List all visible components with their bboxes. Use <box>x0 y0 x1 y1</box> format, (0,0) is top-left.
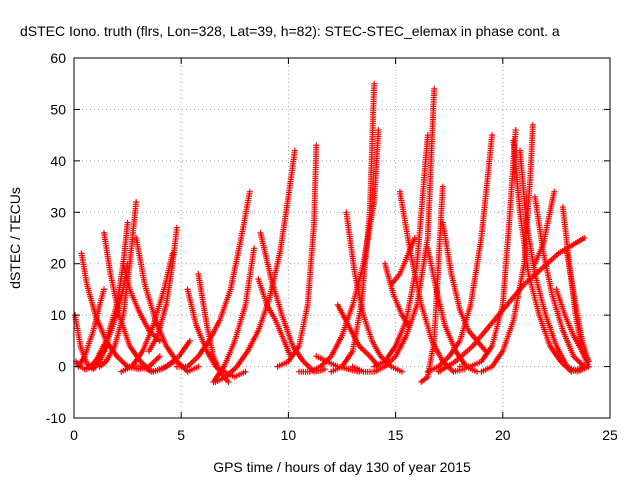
series <box>296 127 382 375</box>
series <box>456 127 519 370</box>
series <box>371 132 431 370</box>
series <box>532 188 558 267</box>
series <box>559 204 592 370</box>
series-marker-path <box>478 121 536 375</box>
y-tick-label: 30 <box>50 204 66 220</box>
series-marker-path <box>532 193 588 370</box>
series <box>381 260 412 329</box>
x-tick-label: 5 <box>177 427 185 443</box>
series-marker-path <box>126 337 193 375</box>
y-tick-label: 50 <box>50 101 66 117</box>
series <box>510 137 588 375</box>
series-marker-path <box>553 286 592 365</box>
series <box>564 250 592 365</box>
series-marker-path <box>274 142 320 370</box>
y-tick-label: -10 <box>46 410 66 426</box>
data-marks <box>72 80 592 385</box>
x-tick-label: 15 <box>388 427 404 443</box>
series <box>478 121 536 375</box>
series-marker-path <box>212 147 298 385</box>
series-marker-path <box>120 260 163 344</box>
series-marker-path <box>296 127 382 375</box>
series <box>517 147 592 375</box>
series <box>349 85 438 375</box>
series-marker-path <box>564 250 592 365</box>
series-marker-path <box>424 132 496 375</box>
x-tick-label: 10 <box>281 427 297 443</box>
series-marker-path <box>559 204 592 370</box>
series-marker-path <box>381 260 412 329</box>
series <box>532 193 588 370</box>
series <box>424 132 496 375</box>
series-marker-path <box>532 188 558 267</box>
series <box>83 219 131 373</box>
series <box>553 286 592 365</box>
x-tick-label: 25 <box>602 427 618 443</box>
y-tick-label: 0 <box>58 359 66 375</box>
series <box>274 142 320 370</box>
x-axis-label: GPS time / hours of day 130 of year 2015 <box>213 459 471 475</box>
series-marker-path <box>371 132 431 370</box>
x-tick-label: 0 <box>70 427 78 443</box>
series <box>334 301 382 370</box>
series-marker-path <box>388 235 418 288</box>
plot-frame <box>73 57 611 419</box>
series <box>255 276 294 360</box>
y-tick-label: 20 <box>50 256 66 272</box>
y-axis-label: dSTEC / TECUs <box>7 187 23 289</box>
y-tick-label: 60 <box>50 50 66 66</box>
series-marker-path <box>334 301 382 370</box>
series-marker-path <box>210 245 258 385</box>
series-marker-path <box>257 229 328 375</box>
chart-title: dSTEC Iono. truth (flrs, Lon=328, Lat=39… <box>20 23 560 39</box>
series <box>210 245 258 385</box>
series <box>120 260 163 344</box>
y-tick-label: 10 <box>50 307 66 323</box>
series-marker-path <box>83 219 131 373</box>
series <box>328 80 378 375</box>
series-marker-path <box>418 183 446 385</box>
series <box>173 188 253 370</box>
series <box>388 235 418 288</box>
series <box>126 337 193 375</box>
series-marker-path <box>328 80 378 375</box>
series-marker-path <box>517 147 592 375</box>
y-tick-label: 40 <box>50 153 66 169</box>
series-marker-path <box>456 127 519 370</box>
series-marker-path <box>173 188 253 370</box>
series <box>257 229 328 375</box>
series-marker-path <box>255 276 294 360</box>
series <box>212 147 298 385</box>
series <box>418 183 446 385</box>
series-marker-path <box>349 85 438 375</box>
x-tick-label: 20 <box>495 427 511 443</box>
series-marker-path <box>510 137 588 375</box>
